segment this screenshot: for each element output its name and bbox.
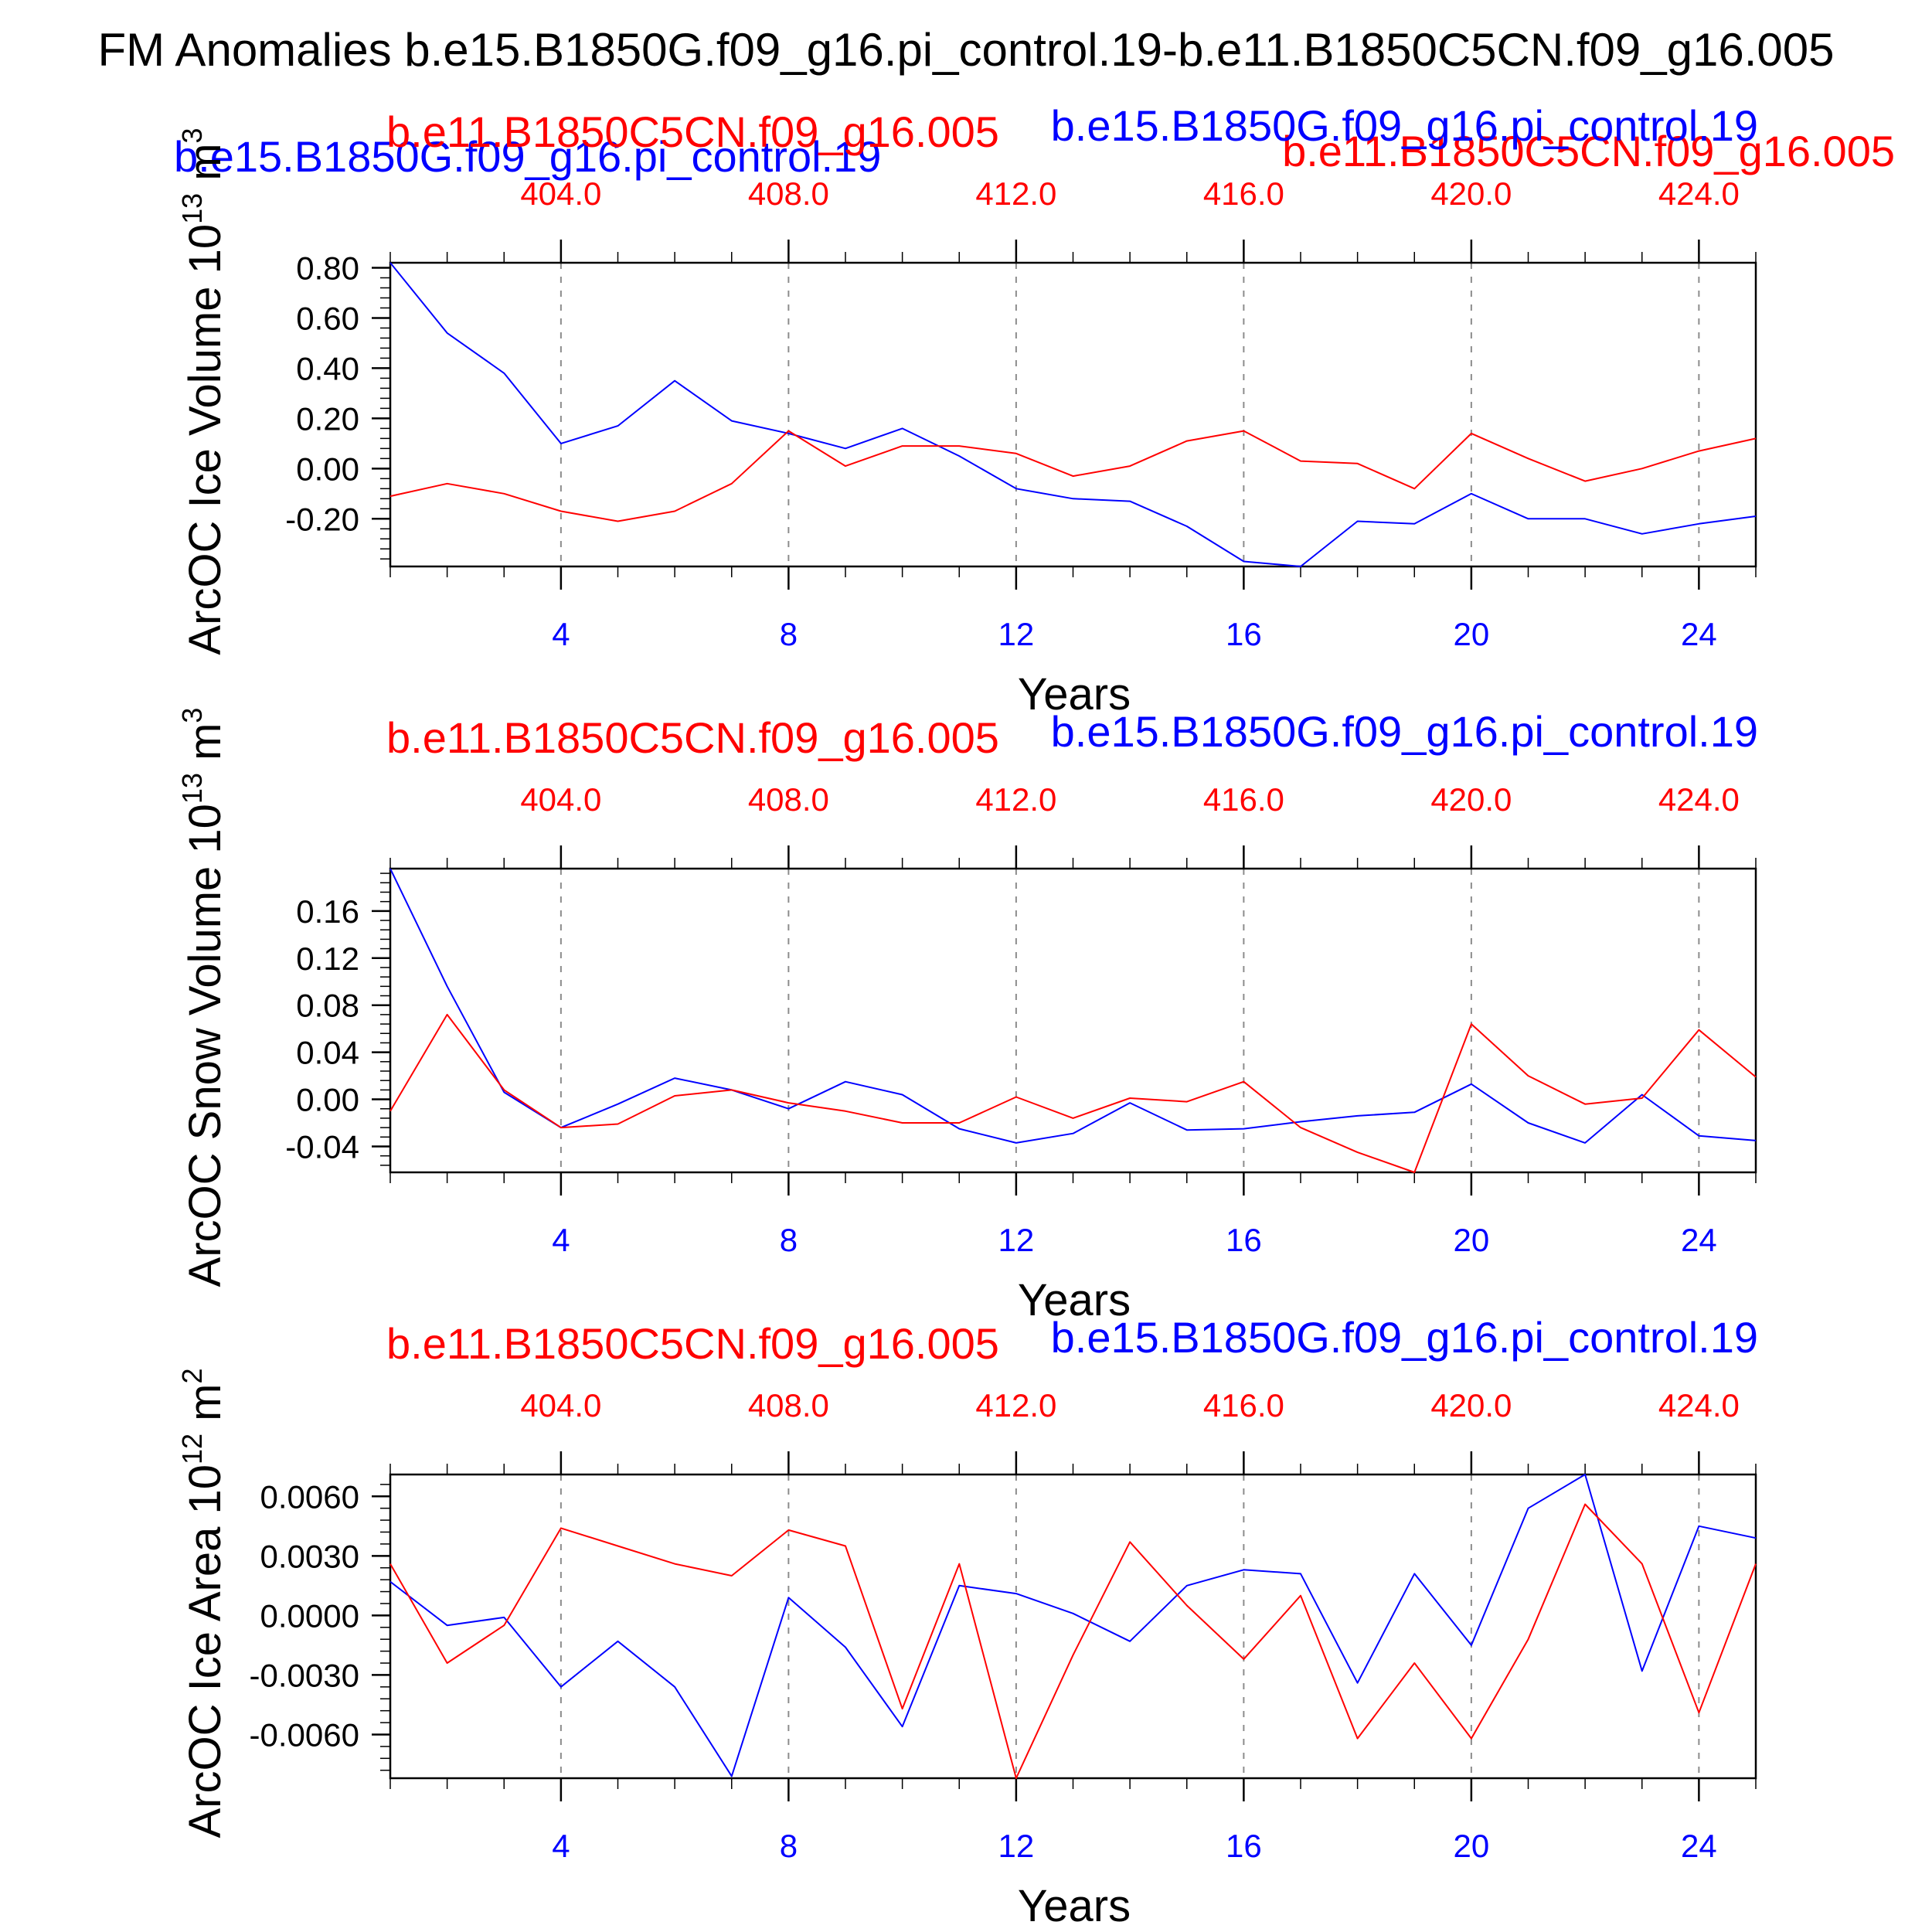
y-tick-label: 0.00 bbox=[296, 451, 359, 487]
x-tick-label-bottom: 24 bbox=[1681, 1828, 1717, 1864]
x-tick-label-bottom: 8 bbox=[780, 616, 798, 652]
y-axis-label: ArcOC Snow Volume 1013 m3 bbox=[176, 708, 230, 1287]
y-tick-label: 0.16 bbox=[296, 893, 359, 930]
top-right-series-label: b.e15.B1850G.f09_g16.pi_control.19 bbox=[1051, 101, 1758, 150]
legend-blue-label: b.e15.B1850G.f09_g16.pi_control.19 bbox=[174, 132, 881, 181]
x-tick-label-top: 404.0 bbox=[520, 781, 601, 818]
x-tick-label-bottom: 4 bbox=[552, 1828, 570, 1864]
y-tick-label: 0.40 bbox=[296, 350, 359, 386]
x-tick-label-bottom: 16 bbox=[1226, 1828, 1262, 1864]
x-tick-label-bottom: 24 bbox=[1681, 1222, 1717, 1258]
y-tick-label: 0.00 bbox=[296, 1082, 359, 1118]
x-tick-label-bottom: 8 bbox=[780, 1222, 798, 1258]
x-tick-label-bottom: 12 bbox=[998, 1222, 1035, 1258]
top-right-series-label: b.e15.B1850G.f09_g16.pi_control.19 bbox=[1051, 707, 1758, 756]
y-tick-label: -0.20 bbox=[285, 501, 359, 537]
x-axis-label: Years bbox=[1018, 669, 1131, 719]
x-tick-label-top: 424.0 bbox=[1658, 781, 1740, 818]
x-tick-label-top: 408.0 bbox=[748, 175, 829, 212]
plot-frame bbox=[389, 1473, 1757, 1780]
series-line-blue bbox=[389, 868, 1757, 1144]
x-tick-label-bottom: 16 bbox=[1226, 616, 1262, 652]
x-tick-label-bottom: 12 bbox=[998, 1828, 1035, 1864]
x-tick-label-bottom: 20 bbox=[1454, 616, 1490, 652]
x-tick-label-top: 408.0 bbox=[748, 1387, 829, 1423]
y-tick-label: 0.0030 bbox=[260, 1538, 359, 1574]
y-tick-label: 0.0060 bbox=[260, 1478, 359, 1515]
x-tick-label-bottom: 12 bbox=[998, 616, 1035, 652]
x-tick-label-top: 416.0 bbox=[1203, 175, 1284, 212]
y-tick-label: 0.60 bbox=[296, 300, 359, 336]
plot-frame bbox=[389, 867, 1757, 1174]
x-tick-label-top: 404.0 bbox=[520, 1387, 601, 1423]
x-tick-label-top: 404.0 bbox=[520, 175, 601, 212]
top-left-series-label: b.e11.B1850C5CN.f09_g16.005 bbox=[386, 713, 999, 762]
series-line-red bbox=[389, 1013, 1757, 1173]
x-tick-label-top: 412.0 bbox=[975, 781, 1056, 818]
top-left-series-label: b.e11.B1850C5CN.f09_g16.005 bbox=[386, 1319, 999, 1368]
x-tick-label-bottom: 8 bbox=[780, 1828, 798, 1864]
x-tick-label-top: 412.0 bbox=[975, 175, 1056, 212]
x-tick-label-bottom: 4 bbox=[552, 1222, 570, 1258]
panel-ice-volume: 0.80 0.60 0.40 0.20 0.00 -0.20 4 8 12 16 20 24 404.0… bbox=[176, 101, 1758, 719]
y-tick-label: -0.04 bbox=[285, 1128, 359, 1165]
x-tick-label-bottom: 24 bbox=[1681, 616, 1717, 652]
series-line-blue bbox=[389, 262, 1757, 567]
y-tick-label: -0.0060 bbox=[250, 1716, 359, 1753]
x-tick-label-bottom: 20 bbox=[1454, 1222, 1490, 1258]
panel-snow-volume: 0.16 0.12 0.08 0.04 0.00 -0.04 4 8 12 16 20 24 404.0… bbox=[176, 707, 1758, 1325]
y-tick-label: 0.12 bbox=[296, 940, 359, 977]
y-tick-label: 0.08 bbox=[296, 988, 359, 1024]
x-tick-label-bottom: 16 bbox=[1226, 1222, 1262, 1258]
x-tick-label-top: 420.0 bbox=[1430, 1387, 1512, 1423]
y-tick-label: -0.0030 bbox=[250, 1657, 359, 1693]
x-axis-label: Years bbox=[1018, 1275, 1131, 1325]
x-tick-label-top: 412.0 bbox=[975, 1387, 1056, 1423]
top-right-series-label: b.e15.B1850G.f09_g16.pi_control.19 bbox=[1051, 1313, 1758, 1362]
x-tick-label-bottom: 20 bbox=[1454, 1828, 1490, 1864]
x-tick-label-top: 416.0 bbox=[1203, 1387, 1284, 1423]
series-line-blue bbox=[389, 1474, 1757, 1777]
x-tick-label-bottom: 4 bbox=[552, 616, 570, 652]
x-axis-label: Years bbox=[1018, 1881, 1131, 1931]
y-tick-label: 0.80 bbox=[296, 250, 359, 286]
plot-frame bbox=[389, 261, 1757, 568]
top-left-series-label: b.e11.B1850C5CN.f09_g16.005 bbox=[386, 107, 999, 156]
x-tick-label-top: 424.0 bbox=[1658, 175, 1740, 212]
y-tick-label: 0.20 bbox=[296, 400, 359, 437]
x-tick-label-top: 420.0 bbox=[1430, 175, 1512, 212]
x-tick-label-top: 420.0 bbox=[1430, 781, 1512, 818]
y-tick-label: 0.04 bbox=[296, 1035, 359, 1071]
series-line-red bbox=[389, 1503, 1757, 1779]
x-tick-label-top: 424.0 bbox=[1658, 1387, 1740, 1423]
y-axis-label: ArcOC Ice Volume 1013 m3 bbox=[176, 128, 230, 655]
x-tick-label-top: 416.0 bbox=[1203, 781, 1284, 818]
panel-ice-area: 0.0060 0.0030 0.0000 -0.0030 -0.0060 4 8 12 16 20… bbox=[176, 1313, 1758, 1931]
x-tick-label-top: 408.0 bbox=[748, 781, 829, 818]
chart-panels: 0.80 0.60 0.40 0.20 0.00 -0.20 4 8 12 16 20 24 404.0… bbox=[176, 101, 1758, 1931]
figure-title: FM Anomalies b.e15.B1850G.f09_g16.pi_con… bbox=[97, 24, 1834, 76]
legend-red-label: b.e11.B1850C5CN.f09_g16.005 bbox=[1282, 127, 1895, 175]
y-tick-label: 0.0000 bbox=[260, 1597, 359, 1634]
y-axis-label: ArcOC Ice Area 1012 m2 bbox=[176, 1368, 230, 1838]
